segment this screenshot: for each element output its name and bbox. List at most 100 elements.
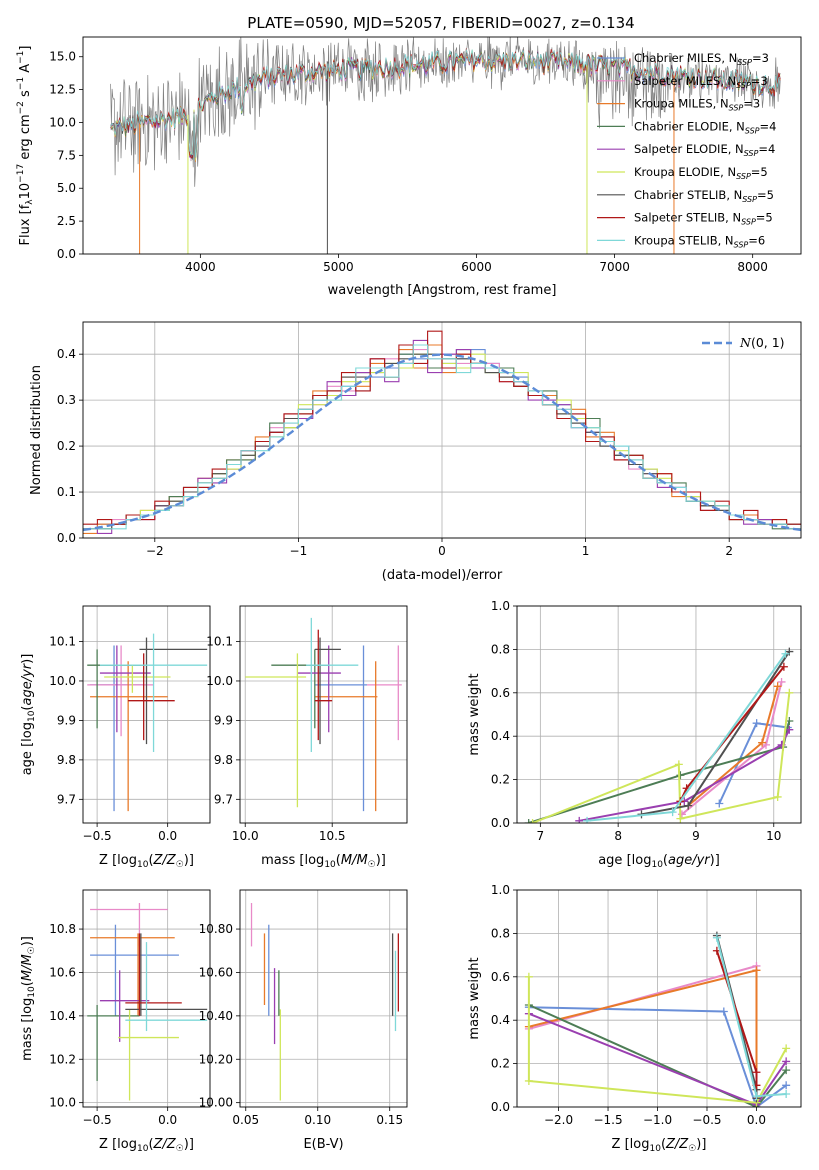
- axes-frame: [239, 889, 408, 1108]
- x-tick-label: 1: [582, 544, 590, 558]
- legend-label: Kroupa ELODIE, NSSP=5: [634, 165, 768, 181]
- y-tick-label: 10.2: [49, 1052, 76, 1066]
- point-marker: [528, 819, 537, 823]
- y-tick-label: 0.0: [57, 247, 76, 261]
- point-marker: [779, 662, 788, 671]
- plot-area: [110, 37, 781, 254]
- plot-area: [245, 617, 402, 812]
- point-marker: [782, 1044, 791, 1053]
- y-tick-label: 1.0: [491, 883, 510, 897]
- x-tick-label: 6000: [461, 260, 492, 274]
- x-tick-label: 10: [766, 829, 781, 843]
- y-tick-label: 10.0: [49, 1096, 76, 1110]
- point-marker: [782, 1057, 791, 1066]
- x-axis-label: Z [log10(Z/Z☉)]: [612, 1137, 707, 1154]
- y-tick-label: 0.4: [57, 347, 76, 361]
- point-marker: [524, 1076, 533, 1085]
- y-tick-label: 0.3: [57, 393, 76, 407]
- y-tick-label: 10.1: [49, 635, 76, 649]
- x-tick-label: 5000: [323, 260, 354, 274]
- point-marker: [674, 760, 683, 769]
- x-tick-label: 2: [725, 544, 733, 558]
- axes-frame: [82, 36, 802, 255]
- axes-frame: [82, 321, 802, 539]
- point-marker: [785, 725, 794, 734]
- y-tick-label: 10.1: [206, 635, 233, 649]
- point-marker: [758, 738, 767, 747]
- x-tick-label: 4000: [185, 260, 216, 274]
- point-marker: [524, 972, 533, 981]
- legend-label: Salpeter STELIB, NSSP=5: [634, 211, 773, 227]
- axes-frame: [82, 889, 211, 1108]
- y-tick-label: 9.8: [57, 753, 76, 767]
- point-marker: [575, 816, 584, 823]
- model-line-kroupa-stelib: [110, 48, 781, 158]
- y-axis-label: mass [log10(M/M☉)]: [20, 936, 37, 1061]
- y-tick-label: 10.0: [49, 674, 76, 688]
- x-tick-label: −0.5: [692, 1113, 721, 1127]
- y-tick-label: 9.9: [57, 713, 76, 727]
- axes-spectrum: 4000 5000 6000 7000 8000 0.0 2.5 5.0 7.5 10.0 12.5…: [49, 36, 802, 274]
- point-marker: [524, 819, 533, 823]
- x-axis-label: Z [log10(Z/Z☉)]: [99, 1137, 194, 1154]
- y-tick-label: 0.8: [491, 926, 510, 940]
- x-tick-label: 8: [614, 829, 622, 843]
- legend-label: Kroupa STELIB, NSSP=6: [634, 233, 765, 249]
- x-tick-label: −1.5: [593, 1113, 622, 1127]
- x-tick-label: −2: [146, 544, 164, 558]
- point-marker: [785, 688, 794, 697]
- y-tick-label: 10.40: [199, 1009, 233, 1023]
- y-tick-label: 10.0: [49, 115, 76, 129]
- point-marker: [781, 649, 790, 658]
- y-tick-label: 1.0: [491, 599, 510, 613]
- axes-mass-weight-vs-Z: −2.0 −1.5 −1.0 −0.5 0.0 0.0 0.2 0.4 0.6 0.8 1.0: [491, 883, 802, 1127]
- y-axis-label: mass weight: [467, 673, 482, 755]
- y-tick-label: 5.0: [57, 181, 76, 195]
- x-tick-label: 10.0: [232, 829, 259, 843]
- y-tick-label: 0.2: [491, 1057, 510, 1071]
- point-marker: [752, 1068, 761, 1077]
- x-tick-label: 0.15: [376, 1113, 403, 1127]
- point-marker: [773, 682, 782, 691]
- x-tick-label: 9: [692, 829, 700, 843]
- y-tick-label: 10.6: [49, 965, 76, 979]
- y-axis-label: Normed distribution: [29, 365, 44, 495]
- y-tick-label: 10.0: [206, 674, 233, 688]
- legend-label: N(0, 1): [739, 335, 785, 350]
- x-tick-label: 0.10: [304, 1113, 331, 1127]
- x-tick-label: −1.0: [643, 1113, 672, 1127]
- y-tick-label: 9.8: [214, 753, 233, 767]
- x-tick-label: 7: [537, 829, 545, 843]
- y-tick-label: 0.4: [491, 1013, 510, 1027]
- x-axis-label: E(B-V): [303, 1137, 343, 1152]
- point-marker: [752, 1092, 761, 1101]
- y-tick-label: 0.2: [57, 439, 76, 453]
- plot-area: [83, 330, 801, 534]
- weight-line-chabrier-miles: [528, 1006, 787, 1107]
- point-marker: [684, 801, 693, 810]
- y-tick-label: 9.7: [214, 792, 233, 806]
- weight-line-kroupa-elodie: [527, 976, 788, 1104]
- weight-line-chabrier-stelib: [641, 651, 791, 816]
- plot-area: [524, 647, 794, 823]
- point-marker: [676, 814, 685, 823]
- point-marker: [712, 933, 721, 942]
- y-tick-label: 10.20: [199, 1052, 233, 1066]
- plot-area: [524, 931, 791, 1107]
- axes-age-vs-mass: 10.0 10.5 9.7 9.8 9.9 10.0 10.1: [206, 605, 408, 843]
- weight-line-kroupa-stelib: [715, 937, 787, 1098]
- y-tick-label: 0.1: [57, 485, 76, 499]
- x-tick-label: 0.0: [158, 829, 177, 843]
- x-axis-label: (data-model)/error: [382, 568, 503, 583]
- plot-area: [87, 633, 208, 812]
- x-tick-label: 10.5: [319, 829, 346, 843]
- point-marker: [782, 1081, 791, 1090]
- point-marker: [773, 792, 782, 801]
- x-axis-label: Z [log10(Z/Z☉)]: [99, 853, 194, 870]
- x-tick-label: −0.5: [83, 1113, 112, 1127]
- x-axis-label: mass [log10(M/M☉)]: [261, 853, 386, 870]
- y-tick-label: 7.5: [57, 148, 76, 162]
- y-tick-label: 10.8: [49, 922, 76, 936]
- y-tick-label: 0.6: [491, 686, 510, 700]
